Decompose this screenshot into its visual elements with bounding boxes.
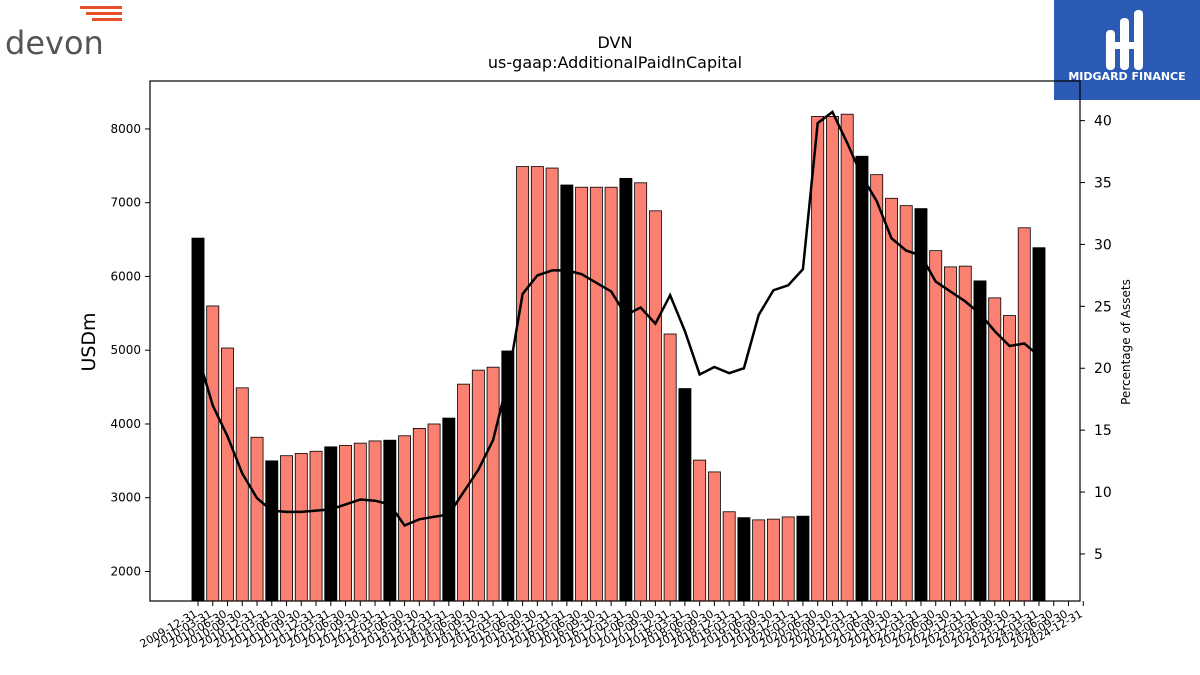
bar xyxy=(309,450,323,602)
chart-subtitle: us-gaap:AdditionalPaidInCapital xyxy=(488,53,742,72)
logo-bar xyxy=(1110,42,1140,49)
y-tick-label: 6000 xyxy=(110,269,141,283)
bar xyxy=(885,197,898,602)
bar xyxy=(575,186,589,602)
devon-logo-mark: devon xyxy=(5,6,122,62)
devon-logo: devon xyxy=(0,0,130,64)
y-tick-label: 7000 xyxy=(110,196,141,210)
bar xyxy=(825,116,839,602)
bar xyxy=(796,515,810,602)
logo-stripe xyxy=(86,12,122,15)
plot-frame xyxy=(149,80,1081,602)
bar xyxy=(471,369,485,602)
bar xyxy=(427,423,441,602)
logo-text: devon xyxy=(5,24,104,62)
bar xyxy=(191,237,205,602)
bar xyxy=(1003,315,1016,602)
logo-text: MIDGARD FINANCE xyxy=(1068,70,1185,83)
logo-bar xyxy=(1106,30,1115,70)
y2-tick-label: 35 xyxy=(1094,176,1112,192)
bar xyxy=(958,265,972,602)
bar xyxy=(339,444,352,602)
bar xyxy=(545,167,559,602)
bar xyxy=(619,177,633,602)
bar xyxy=(693,459,707,602)
bar xyxy=(353,442,367,602)
chart-title: DVN xyxy=(598,33,633,52)
bar xyxy=(221,347,234,602)
percentage-line xyxy=(196,110,1040,528)
bar xyxy=(678,388,692,602)
bar xyxy=(412,427,426,602)
bar xyxy=(516,166,530,602)
bar xyxy=(280,455,293,602)
bar xyxy=(766,518,780,602)
y-tick-label: 4000 xyxy=(110,417,141,431)
bar xyxy=(560,184,574,602)
y-tick-label: 3000 xyxy=(110,491,141,505)
bar xyxy=(663,333,677,602)
bar xyxy=(870,174,884,602)
y-axis-label: USDm xyxy=(78,312,100,371)
bar xyxy=(944,266,957,602)
bar xyxy=(899,205,913,602)
bar xyxy=(929,250,943,602)
bar xyxy=(589,186,603,602)
bar xyxy=(855,155,869,602)
bar xyxy=(1032,247,1046,602)
logo-stripe xyxy=(80,6,122,9)
bar xyxy=(988,297,1002,602)
logo-stripe xyxy=(92,18,122,21)
y2-tick-label: 25 xyxy=(1094,299,1112,315)
bar xyxy=(634,182,648,602)
bar xyxy=(1017,227,1031,602)
bar xyxy=(973,280,987,602)
bar xyxy=(752,519,766,602)
bar xyxy=(206,305,220,602)
bar xyxy=(486,366,500,602)
bar xyxy=(530,166,544,602)
y2-tick-label: 30 xyxy=(1094,237,1112,253)
bar xyxy=(368,440,382,602)
bars-group xyxy=(191,113,1046,602)
bar xyxy=(648,210,662,602)
midgard-logo-mark: MIDGARD FINANCE xyxy=(1068,10,1186,83)
bar xyxy=(324,446,338,602)
bar xyxy=(383,439,397,602)
bar xyxy=(914,208,928,602)
midgard-finance-logo: MIDGARD FINANCE xyxy=(1054,0,1200,100)
bar xyxy=(501,350,515,602)
bar xyxy=(250,436,264,602)
y2-tick-label: 15 xyxy=(1094,423,1112,439)
bar xyxy=(265,460,279,602)
y2-tick-label: 10 xyxy=(1094,485,1112,501)
logo-bar xyxy=(1134,10,1143,70)
bar xyxy=(781,516,795,602)
y2-tick-label: 20 xyxy=(1094,361,1112,377)
y-tick-label: 2000 xyxy=(110,564,141,578)
y2-tick-label: 5 xyxy=(1094,547,1103,563)
y-tick-label: 8000 xyxy=(110,122,141,136)
y2-tick-label: 40 xyxy=(1094,114,1112,130)
y-tick-label: 5000 xyxy=(110,343,141,357)
line-group xyxy=(196,110,1040,528)
bar xyxy=(294,453,308,602)
y-axis: 2000 3000 4000 5000 6000 7000 8000 xyxy=(110,122,150,578)
y2-axis-label: Percentage of Assets xyxy=(1119,279,1133,405)
bar xyxy=(737,517,751,602)
bar xyxy=(235,387,249,602)
y2-axis: 5 10 15 20 25 30 35 40 xyxy=(1080,114,1112,563)
x-axis: 2009-12-312010-03-312010-06-302010-09-30… xyxy=(138,601,1085,651)
bar xyxy=(604,186,618,602)
bar xyxy=(707,471,721,602)
bar xyxy=(840,113,854,602)
bar xyxy=(722,511,736,602)
bar xyxy=(811,116,825,602)
